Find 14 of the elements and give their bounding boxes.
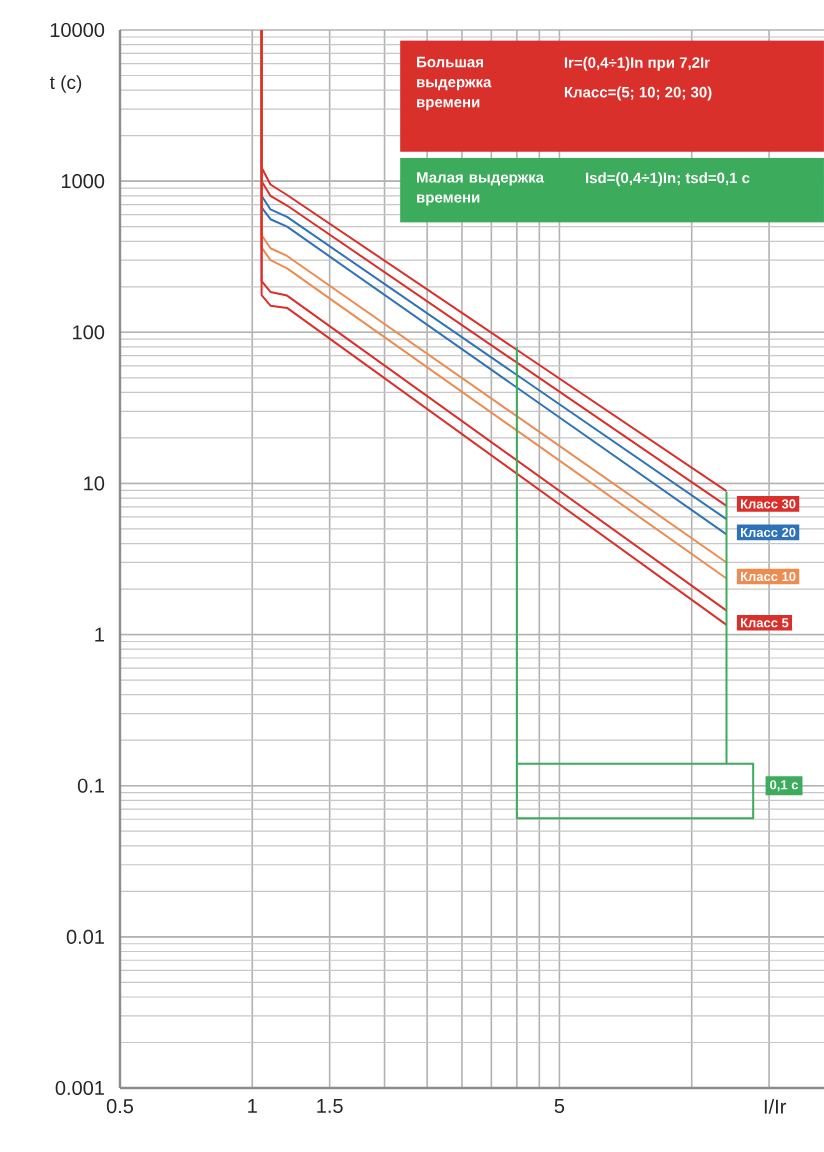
y-tick-label: 100 xyxy=(73,325,105,340)
y-tick-label: 1000 xyxy=(61,174,105,189)
y-tick-label: 10000 xyxy=(50,22,105,38)
x-tick-label: 0.5 xyxy=(106,1099,134,1114)
y-tick-label: 0.1 xyxy=(77,778,104,793)
y-tick-label: 0.001 xyxy=(55,1080,104,1096)
x-axis-title: I/Ir xyxy=(764,1099,787,1114)
y-axis-title: t (c) xyxy=(49,75,82,93)
y-tick-label: 10 xyxy=(84,476,105,491)
x-tick-label: 1 xyxy=(248,1099,257,1113)
x-tick-label: 1.5 xyxy=(317,1099,343,1113)
y-tick-label: 0.01 xyxy=(66,929,104,944)
y-tick-label: 1 xyxy=(95,627,104,642)
x-tick-label: 5 xyxy=(554,1099,565,1113)
